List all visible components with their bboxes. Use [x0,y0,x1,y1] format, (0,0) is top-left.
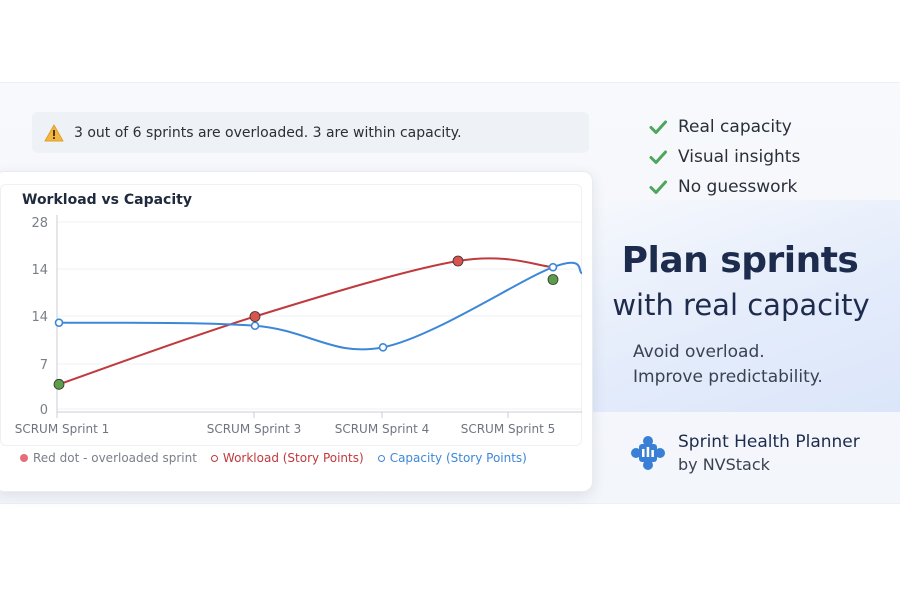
chart-title: Workload vs Capacity [22,192,192,208]
brand-text: Sprint Health Planner by NVStack [678,432,860,474]
right-highlight [592,200,900,412]
puzzle-logo-icon [631,436,665,470]
x-tick-label: SCRUM Sprint 3 [207,422,302,436]
brand-by: by NVStack [678,455,770,474]
feature-item: No guesswork [648,172,800,202]
check-icon [649,120,667,134]
feature-list: Real capacity Visual insights No guesswo… [648,112,800,202]
subtext-line-2: Improve predictability. [633,367,823,387]
capacity-point [54,318,64,327]
feature-label: No guesswork [678,177,798,197]
workload-capacity-chart: 28 14 14 7 0 SCRUM Sprint 1 SCRUM Sprint 3 SCRU… [15,215,583,436]
feature-label: Real capacity [678,117,792,137]
headline-primary: Plan sprints [621,240,859,281]
capacity-point [378,343,388,352]
workload-marker-icon [210,454,218,462]
legend-label-overloaded: Red dot - overloaded sprint [33,451,197,465]
legend-item-capacity[interactable]: Capacity (Story Points) [377,451,527,465]
chart-legend: Red dot - overloaded sprint Workload (St… [20,451,541,465]
x-tick-label: SCRUM Sprint 5 [461,422,556,436]
red-dot-icon [20,454,28,462]
check-icon [649,150,667,164]
feature-item: Visual insights [648,142,800,172]
x-tick-label: SCRUM Sprint 1 [15,422,110,436]
capacity-point [548,262,558,272]
capacity-marker-icon [377,454,385,462]
workload-line [58,257,554,386]
legend-item-overloaded: Red dot - overloaded sprint [20,451,197,465]
overload-alert: 3 out of 6 sprints are overloaded. 3 are… [32,112,589,153]
capacity-point [250,321,260,331]
legend-label-capacity: Capacity (Story Points) [389,451,527,465]
overloaded-marker [452,255,464,267]
chart-card [0,171,593,492]
check-icon [649,180,667,194]
capacity-line [58,261,583,351]
y-tick-label: 7 [40,358,48,373]
y-tick-label: 14 [31,310,48,325]
x-tick-label: SCRUM Sprint 4 [335,422,430,436]
headline-secondary: with real capacity [612,288,870,322]
feature-item: Real capacity [648,112,800,142]
y-tick-label: 14 [31,263,48,278]
alert-text: 3 out of 6 sprints are overloaded. 3 are… [74,124,462,141]
y-tick-label: 0 [40,403,48,418]
chart-frame [0,184,582,446]
subtext: Avoid overload. Improve predictability. [633,340,823,390]
feature-label: Visual insights [678,147,801,167]
subtext-line-1: Avoid overload. [633,342,765,362]
brand-name: Sprint Health Planner [678,432,860,452]
overloaded-marker [249,311,261,322]
within-capacity-marker [53,378,65,390]
brand-block: Sprint Health Planner by NVStack [628,432,860,474]
within-capacity-marker [547,274,559,285]
legend-label-workload: Workload (Story Points) [222,451,364,465]
warning-icon [44,124,64,141]
y-tick-label: 28 [31,216,48,231]
legend-item-workload[interactable]: Workload (Story Points) [210,451,364,465]
